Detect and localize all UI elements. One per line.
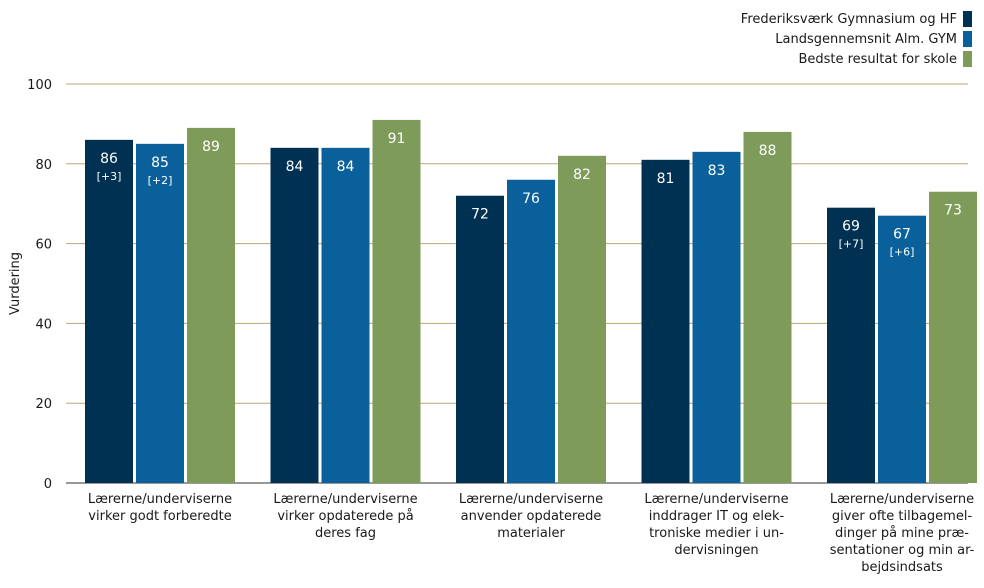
legend-swatch bbox=[963, 11, 972, 27]
bar bbox=[85, 139, 133, 484]
x-category-label: anvender opdaterede bbox=[461, 509, 602, 524]
bar-value-label: 89 bbox=[202, 139, 220, 155]
y-tick-label: 80 bbox=[35, 158, 52, 173]
bar-value-label: 85 bbox=[151, 155, 169, 171]
bar bbox=[270, 147, 319, 483]
x-category-label: deres fag bbox=[315, 526, 376, 541]
x-category-label: dervisningen bbox=[674, 543, 758, 558]
bar-value-label: 91 bbox=[388, 131, 406, 147]
bar-value-label: 84 bbox=[337, 159, 355, 175]
bar-difference-label: [+3] bbox=[97, 170, 122, 183]
y-axis-title: Vurdering bbox=[8, 252, 23, 315]
bar-difference-label: [+2] bbox=[148, 174, 173, 187]
bar bbox=[507, 179, 555, 483]
y-tick-label: 20 bbox=[35, 397, 52, 412]
bar-value-label: 72 bbox=[471, 207, 489, 223]
bar bbox=[456, 195, 504, 483]
x-category-label: Lærerne/underviserne bbox=[644, 492, 788, 507]
legend: Frederiksværk Gymnasium og HF Landsgenne… bbox=[741, 9, 972, 69]
x-category-label: materialer bbox=[497, 526, 565, 541]
x-category-label: virker opdaterede på bbox=[277, 509, 413, 524]
bar-difference-label: [+6] bbox=[890, 246, 915, 259]
x-category-label: Lærerne/underviserne bbox=[88, 492, 232, 507]
legend-item-landsgennemsnit: Landsgennemsnit Alm. GYM bbox=[741, 29, 972, 49]
bar bbox=[878, 215, 926, 484]
bar-value-label: 81 bbox=[657, 171, 675, 187]
legend-swatch bbox=[963, 51, 972, 67]
x-category-label: troniske medier i un- bbox=[649, 526, 784, 541]
bar bbox=[187, 127, 235, 483]
x-category-label: sentationer og min ar- bbox=[830, 543, 975, 558]
bar-value-label: 82 bbox=[573, 167, 591, 183]
x-category-label: dinger på mine præ- bbox=[835, 526, 969, 541]
bar-value-label: 76 bbox=[522, 191, 540, 207]
bar-value-label: 84 bbox=[286, 159, 304, 175]
legend-item-frederiksvaerk: Frederiksværk Gymnasium og HF bbox=[741, 9, 972, 29]
legend-swatch bbox=[963, 31, 972, 47]
bar-difference-label: [+7] bbox=[839, 238, 864, 251]
x-category-label: Lærerne/underviserne bbox=[830, 492, 974, 507]
bar-value-label: 67 bbox=[893, 227, 911, 243]
bar-value-label: 73 bbox=[944, 203, 962, 219]
bar-value-label: 88 bbox=[759, 143, 777, 159]
legend-label: Frederiksværk Gymnasium og HF bbox=[740, 11, 957, 27]
bar bbox=[641, 159, 690, 483]
bar bbox=[372, 119, 421, 483]
bar bbox=[743, 131, 792, 483]
x-category-label: Lærerne/underviserne bbox=[459, 492, 603, 507]
x-category-label: virker godt forberedte bbox=[88, 509, 231, 524]
y-tick-label: 0 bbox=[44, 477, 52, 492]
bar bbox=[321, 147, 370, 483]
legend-label: Bedste resultat for skole bbox=[798, 51, 957, 67]
bar bbox=[827, 207, 875, 483]
bar-value-label: 83 bbox=[708, 163, 726, 179]
y-tick-label: 40 bbox=[35, 317, 52, 332]
bar bbox=[558, 155, 606, 483]
bar-value-label: 86 bbox=[100, 151, 118, 167]
bar bbox=[136, 143, 184, 483]
x-category-label: giver ofte tilbagemel- bbox=[832, 509, 973, 524]
y-tick-label: 60 bbox=[35, 238, 52, 253]
bar bbox=[692, 151, 741, 483]
x-category-label: Lærerne/underviserne bbox=[273, 492, 417, 507]
x-category-label: bejdsindsats bbox=[861, 560, 943, 575]
legend-label: Landsgennemsnit Alm. GYM bbox=[775, 31, 957, 47]
bar-value-label: 69 bbox=[842, 219, 860, 235]
x-category-label: inddrager IT og elek- bbox=[649, 509, 785, 524]
bar bbox=[929, 191, 977, 484]
legend-item-bedste-resultat: Bedste resultat for skole bbox=[741, 49, 972, 69]
y-tick-label: 100 bbox=[27, 78, 52, 93]
